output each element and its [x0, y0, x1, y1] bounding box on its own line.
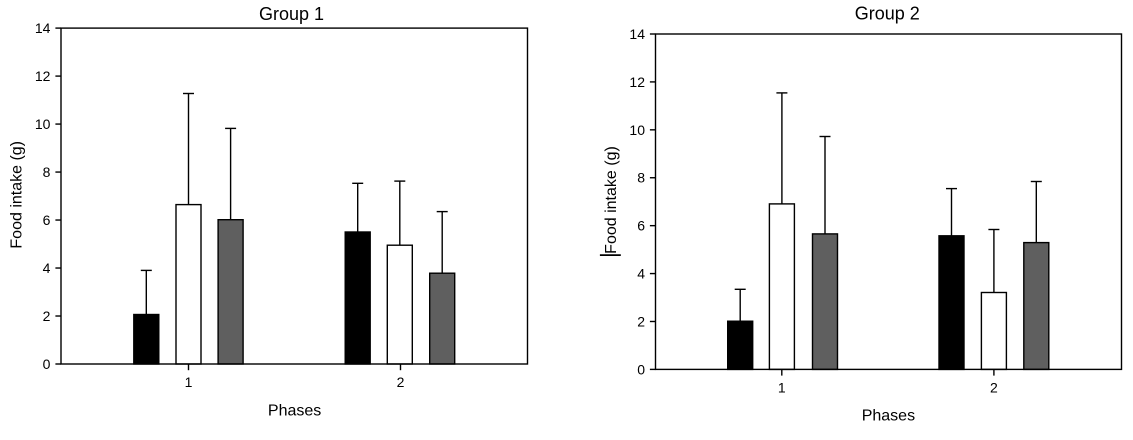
svg-text:1: 1 — [778, 379, 786, 395]
svg-text:10: 10 — [629, 122, 645, 138]
svg-text:2: 2 — [990, 379, 998, 395]
svg-text:Food intake (g): Food intake (g) — [603, 146, 620, 254]
svg-text:4: 4 — [637, 266, 645, 282]
svg-text:12: 12 — [629, 74, 645, 90]
svg-text:6: 6 — [637, 218, 645, 234]
svg-text:14: 14 — [35, 20, 51, 36]
svg-text:Group 1: Group 1 — [259, 4, 324, 24]
svg-text:10: 10 — [35, 116, 51, 132]
svg-text:2: 2 — [397, 374, 405, 390]
svg-text:8: 8 — [43, 164, 51, 180]
svg-text:2: 2 — [637, 313, 645, 329]
svg-text:0: 0 — [43, 356, 51, 372]
svg-text:Food intake (g): Food intake (g) — [9, 141, 26, 249]
svg-text:2: 2 — [43, 308, 51, 324]
svg-text:14: 14 — [629, 26, 645, 42]
svg-text:Phases: Phases — [862, 408, 915, 425]
svg-text:8: 8 — [637, 170, 645, 186]
svg-text:4: 4 — [43, 260, 51, 276]
svg-text:12: 12 — [35, 68, 51, 84]
svg-text:Phases: Phases — [268, 403, 321, 420]
svg-text:1: 1 — [185, 374, 193, 390]
svg-text:Group 2: Group 2 — [855, 3, 920, 23]
svg-text:6: 6 — [43, 212, 51, 228]
svg-text:0: 0 — [637, 361, 645, 377]
